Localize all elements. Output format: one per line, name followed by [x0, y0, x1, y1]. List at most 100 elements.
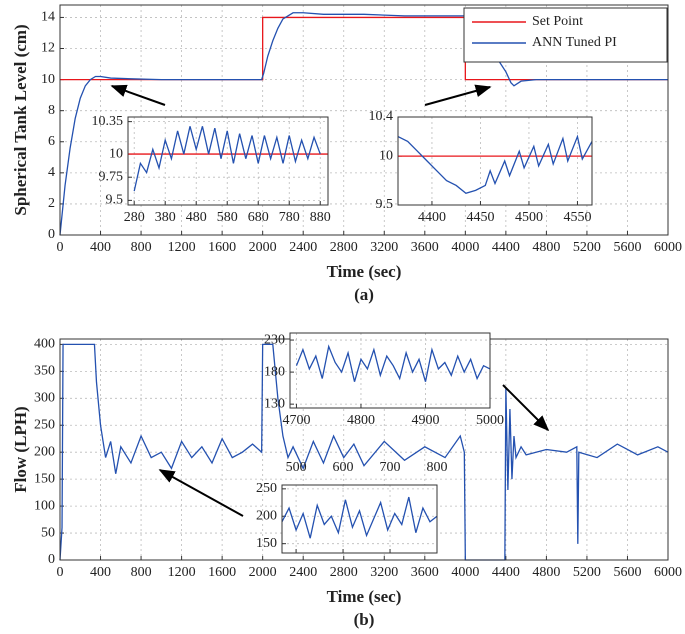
x-tick-label: 4400 [492, 240, 520, 255]
x-tick-label: 2000 [249, 240, 277, 255]
y-tick-label: 9.5 [376, 197, 394, 212]
y-tick-label: 12 [41, 41, 55, 56]
x-tick-label: 3600 [411, 565, 439, 580]
x-tick-label: 580 [217, 210, 238, 225]
y-tick-label: 400 [34, 337, 55, 352]
y-tick-label: 230 [264, 332, 285, 347]
x-tick-label: 480 [186, 210, 207, 225]
x-tick-label: 4000 [451, 565, 479, 580]
inset-plot: 9.5 9.75 10 10.35 280 380 480 580 680 780 880 [92, 114, 331, 225]
x-tick-label: 3200 [370, 565, 398, 580]
plot-frame [281, 484, 438, 554]
x-axis-label: Time (sec) [327, 587, 402, 606]
x-tick-label: 2800 [330, 240, 358, 255]
x-tick-label: 800 [131, 240, 152, 255]
y-tick-label: 10 [41, 72, 55, 87]
plot-frame [127, 116, 329, 206]
x-tick-label: 1200 [168, 565, 196, 580]
inset-plot: 9.5 10 10.4 4400 4450 4500 4550 [369, 109, 593, 225]
y-tick-label: 200 [256, 508, 277, 523]
caption: (a) [354, 285, 374, 304]
y-tick-label: 8 [48, 103, 55, 118]
y-tick-label: 0 [48, 552, 55, 567]
x-tick-label: 400 [90, 240, 111, 255]
x-tick-label: 4700 [282, 413, 310, 428]
y-tick-label: 10.4 [369, 109, 394, 124]
x-tick-label: 780 [279, 210, 300, 225]
x-tick-label: 5600 [613, 240, 641, 255]
x-tick-label: 4000 [451, 240, 479, 255]
y-tick-label: 130 [264, 396, 285, 411]
x-tick-label: 2400 [289, 240, 317, 255]
x-tick-label: 4550 [563, 210, 591, 225]
y-tick-label: 6 [48, 134, 55, 149]
x-tick-label: 5200 [573, 240, 601, 255]
x-tick-label: 380 [155, 210, 176, 225]
y-tick-label: 150 [256, 536, 277, 551]
x-tick-label: 800 [131, 565, 152, 580]
data-line [295, 344, 491, 382]
x-tick-label: 6000 [654, 240, 682, 255]
x-tick-label: 3600 [411, 240, 439, 255]
y-axis-label: Flow (LPH) [11, 406, 30, 492]
y-tick-label: 150 [34, 471, 55, 486]
x-tick-label: 4800 [532, 565, 560, 580]
y-tick-label: 250 [34, 417, 55, 432]
data-line [59, 12, 668, 236]
data-line [281, 496, 438, 539]
x-tick-label: 800 [427, 460, 448, 475]
x-tick-label: 4400 [418, 210, 446, 225]
inset-plot: 150 200 250 500 600 700 800 [256, 460, 448, 554]
annotation-arrow [502, 384, 550, 432]
x-tick-label: 600 [333, 460, 354, 475]
x-axis-label: Time (sec) [327, 262, 402, 281]
y-tick-label: 10.35 [92, 114, 124, 129]
y-tick-label: 250 [256, 481, 277, 496]
x-tick-label: 880 [310, 210, 331, 225]
plot-frame [59, 4, 669, 236]
x-tick-label: 500 [286, 460, 307, 475]
x-tick-label: 4800 [347, 413, 375, 428]
x-tick-label: 4450 [466, 210, 494, 225]
y-tick-label: 180 [264, 364, 285, 379]
legend-box [463, 7, 668, 63]
y-axis-label: Spherical Tank Level (cm) [11, 24, 30, 215]
plot-area [282, 485, 437, 553]
y-tick-label: 100 [34, 498, 55, 513]
y-tick-label: 4 [48, 165, 55, 180]
x-tick-label: 4500 [515, 210, 543, 225]
x-tick-label: 4800 [532, 240, 560, 255]
x-tick-label: 1600 [208, 565, 236, 580]
annotation-arrow [424, 84, 492, 106]
legend-label: ANN Tuned PI [532, 35, 617, 50]
x-tick-label: 400 [90, 565, 111, 580]
plot-area [128, 117, 328, 205]
x-tick-label: 0 [57, 240, 64, 255]
plot-area [398, 117, 592, 205]
x-tick-label: 3200 [370, 240, 398, 255]
x-tick-label: 680 [248, 210, 269, 225]
x-tick-label: 1600 [208, 240, 236, 255]
x-tick-label: 700 [380, 460, 401, 475]
x-tick-label: 0 [57, 565, 64, 580]
y-tick-label: 50 [41, 525, 55, 540]
data-line [133, 126, 321, 192]
x-tick-label: 280 [124, 210, 145, 225]
x-tick-label: 5600 [613, 565, 641, 580]
x-tick-label: 2400 [289, 565, 317, 580]
x-tick-label: 1200 [168, 240, 196, 255]
y-tick-label: 9.5 [106, 193, 124, 208]
data-line [59, 343, 669, 561]
x-tick-label: 4900 [411, 413, 439, 428]
annotation-arrow [158, 469, 244, 517]
y-tick-label: 14 [41, 10, 55, 25]
y-tick-label: 200 [34, 444, 55, 459]
x-tick-label: 6000 [654, 565, 682, 580]
legend-label: Set Point [532, 14, 583, 29]
x-tick-label: 2800 [330, 565, 358, 580]
data-line [397, 134, 593, 194]
plot-frame [397, 116, 593, 206]
annotation-arrow [110, 84, 166, 106]
inset-plot: 130 180 230 4700 4800 4900 5000 [264, 332, 504, 428]
